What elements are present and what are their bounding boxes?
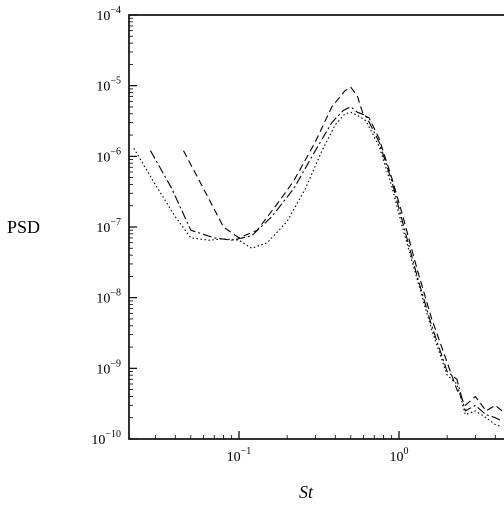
y-tick-label: 10−10 [91, 429, 121, 448]
series-lines [133, 86, 503, 428]
x-axis-label: St [299, 482, 314, 502]
y-tick-label: 10−9 [96, 358, 121, 377]
x-tick-label: 10−1 [227, 446, 252, 465]
tick-labels: 10−4 10−5 10−6 10−7 10−8 10−9 10−10 10−1 100 [91, 5, 408, 465]
series-line-dashed [183, 86, 503, 412]
plot-frame [128, 14, 504, 440]
y-tick-label: 10−5 [96, 76, 121, 95]
series-line-dash-dot [150, 106, 503, 422]
y-tick-label: 10−6 [96, 146, 121, 165]
x-tick-label: 100 [390, 446, 409, 465]
series-line-dotted [133, 111, 503, 428]
y-tick-label: 10−8 [96, 288, 121, 307]
y-tick-label: 10−7 [96, 217, 121, 236]
axis-ticks [129, 14, 496, 440]
y-axis-label: PSD [7, 217, 40, 237]
y-tick-label: 10−4 [96, 5, 121, 24]
